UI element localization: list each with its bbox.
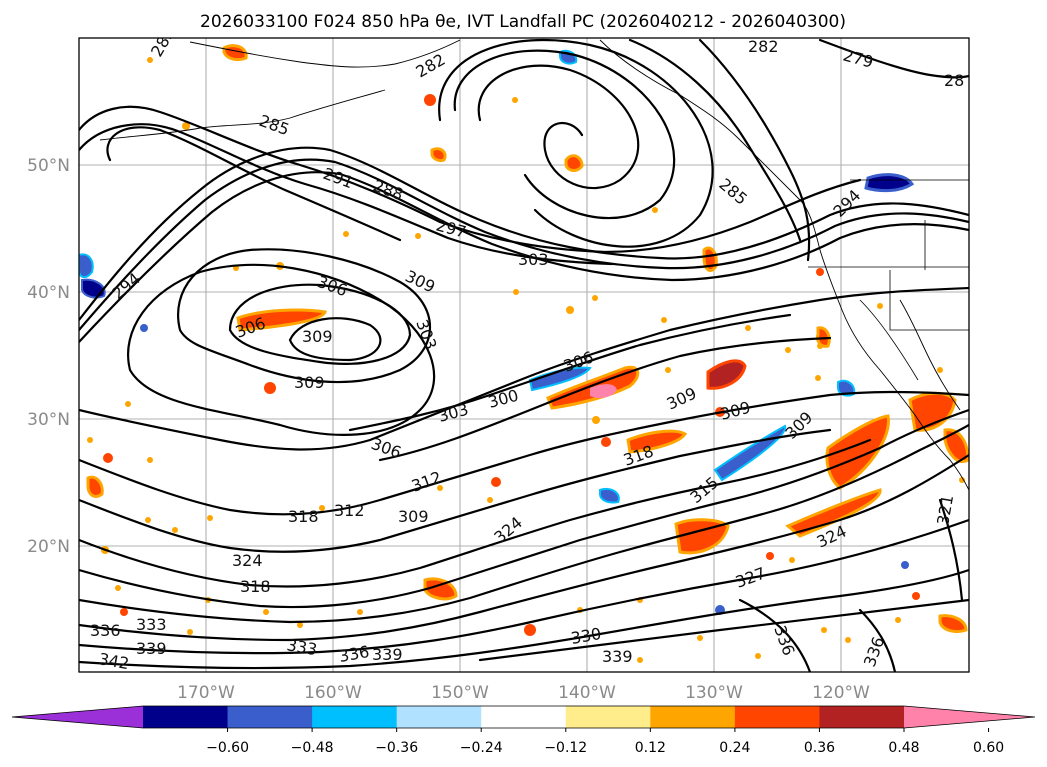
contour-label: 318	[288, 507, 319, 526]
contour-label: 342	[97, 649, 130, 673]
contour-label: 282	[748, 37, 779, 56]
colorbar-extend-min	[12, 706, 143, 728]
colorbar-tick-label: 0.60	[973, 740, 1004, 756]
lon-tick-label: 160°W	[304, 683, 362, 703]
colorbar-tick-label: 0.24	[719, 740, 750, 756]
map-area	[79, 38, 969, 672]
colorbar-outline	[11, 705, 1036, 729]
colorbar-swatch	[143, 706, 229, 728]
lon-tick-label: 170°W	[177, 683, 235, 703]
contour-label: 339	[602, 647, 633, 666]
lon-tick-label: 140°W	[558, 683, 616, 703]
colorbar-swatch	[734, 706, 820, 728]
colorbar-swatch	[650, 706, 736, 728]
gridlines	[79, 38, 969, 672]
contour-label: 309	[302, 327, 333, 346]
contour-label: 324	[232, 551, 263, 570]
contour-label: 309	[294, 373, 325, 392]
colorbar-tick-label: 0.36	[804, 740, 835, 756]
colorbar-tick-label: −0.36	[375, 740, 418, 756]
colorbar-swatch	[481, 706, 567, 728]
lat-axis: 50°N 40°N 30°N 20°N	[27, 156, 70, 557]
contour-label: 318	[240, 577, 271, 596]
colorbar-swatch	[565, 706, 651, 728]
lon-tick-label: 150°W	[431, 683, 489, 703]
contour-label: 339	[136, 639, 167, 658]
colorbar-tick-label: −0.60	[206, 740, 249, 756]
colorbar-tick-label: 0.48	[888, 740, 919, 756]
colorbar-tick-label: 0.12	[635, 740, 666, 756]
lon-tick-label: 130°W	[685, 683, 743, 703]
colorbar: −0.60 −0.48 −0.36 −0.24 −0.12 0.12 0.24 0.36 0.4…	[11, 705, 1036, 756]
lat-tick-label: 20°N	[27, 537, 70, 557]
map-frame	[78, 37, 970, 673]
colorbar-swatch	[227, 706, 313, 728]
map-content: 285 282 282 279 28 285 291 288 297 303 2…	[79, 37, 969, 673]
contour-label: 339	[372, 645, 403, 664]
lon-tick-label: 120°W	[812, 683, 870, 703]
lat-tick-label: 50°N	[27, 156, 70, 176]
chart-title: 2026033100 F024 850 hPa θe, IVT Landfall…	[200, 12, 846, 32]
lat-tick-label: 30°N	[27, 410, 70, 430]
coastlines	[99, 39, 969, 491]
contour-label: 28	[944, 71, 964, 90]
contour-label: 303	[518, 250, 549, 269]
contour-label: 333	[136, 615, 167, 634]
theta-e-contours	[79, 38, 969, 672]
colorbar-swatch	[396, 706, 482, 728]
colorbar-extend-max	[904, 706, 1035, 728]
colorbar-swatch	[312, 706, 398, 728]
colorbar-swatch	[819, 706, 905, 728]
contour-label: 312	[334, 501, 365, 520]
lat-tick-label: 40°N	[27, 283, 70, 303]
lon-axis: 170°W 160°W 150°W 140°W 130°W 120°W	[177, 683, 870, 703]
colorbar-tick-label: −0.48	[291, 740, 334, 756]
contour-label: 309	[398, 507, 429, 526]
colorbar-tick-label: −0.12	[544, 740, 587, 756]
contour-label: 336	[90, 621, 121, 640]
colorbar-tick-label: −0.24	[460, 740, 503, 756]
